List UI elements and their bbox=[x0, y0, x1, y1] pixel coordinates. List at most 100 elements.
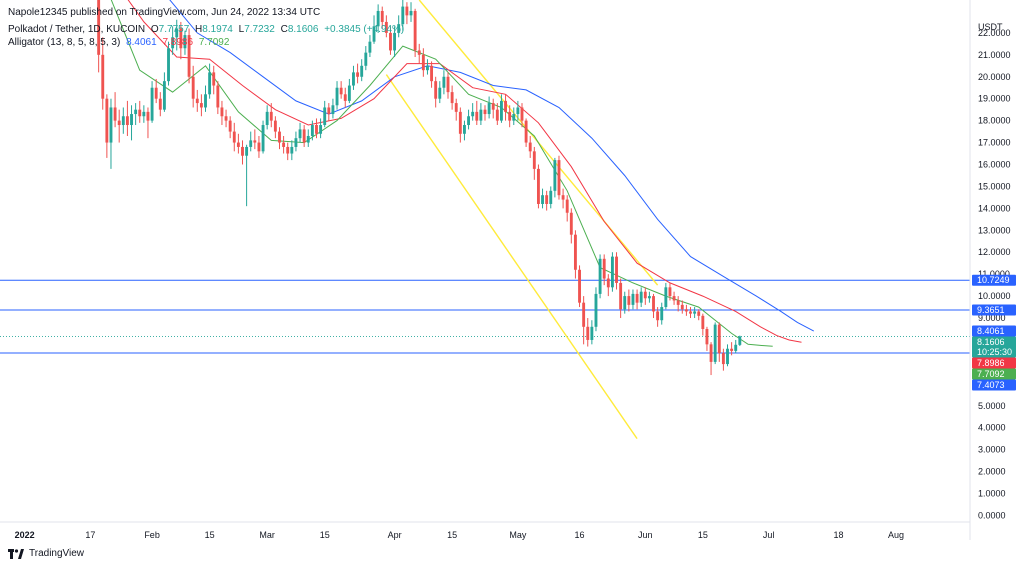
candle-body bbox=[352, 72, 355, 86]
candle-body bbox=[130, 114, 133, 126]
candle-body bbox=[331, 105, 335, 115]
candle bbox=[315, 118, 318, 139]
candle-body bbox=[380, 10, 384, 22]
candle bbox=[553, 157, 557, 198]
candle-body bbox=[738, 336, 742, 345]
candle bbox=[401, 0, 405, 31]
candle-body bbox=[508, 111, 512, 121]
candle bbox=[438, 81, 442, 104]
candle-body bbox=[680, 304, 684, 310]
candle-body bbox=[623, 296, 627, 310]
candle bbox=[113, 92, 117, 128]
candle-body bbox=[212, 72, 216, 86]
candle-body bbox=[249, 140, 253, 147]
candle-body bbox=[97, 0, 101, 55]
candle-body bbox=[253, 140, 257, 143]
candle bbox=[162, 72, 166, 112]
price-label-bg bbox=[972, 368, 1016, 380]
candle-body bbox=[347, 85, 351, 101]
candle bbox=[495, 103, 499, 126]
candle-body bbox=[606, 278, 610, 288]
candle-body bbox=[241, 146, 244, 156]
candle bbox=[199, 94, 203, 117]
candle-body bbox=[553, 160, 557, 191]
candle bbox=[602, 254, 606, 286]
candle-body bbox=[372, 26, 376, 42]
candle bbox=[569, 208, 573, 244]
candle bbox=[619, 278, 623, 319]
candle-body bbox=[302, 129, 306, 143]
alligator-legend[interactable]: Alligator (13, 8, 5, 8, 5, 3) 8.4061 7.8… bbox=[8, 37, 229, 48]
symbol-legend[interactable]: Polkadot / Tether, 1D, KUCOIN O7.7757 H8… bbox=[8, 24, 404, 35]
alligator-jaw-line bbox=[169, 0, 815, 332]
candle bbox=[446, 72, 450, 99]
x-tick-label: 15 bbox=[320, 530, 330, 540]
candle-body bbox=[467, 116, 470, 126]
tradingview-brand[interactable]: TradingView bbox=[8, 548, 84, 559]
price-label-text: 7.7092 bbox=[977, 369, 1005, 379]
candle-body bbox=[113, 107, 117, 121]
x-tick-label: Aug bbox=[888, 530, 904, 540]
candle bbox=[536, 164, 540, 209]
candle-body bbox=[619, 282, 623, 310]
candle-body bbox=[726, 348, 729, 365]
countdown-text: 10:25:30 bbox=[977, 347, 1012, 357]
price-labels: 10.72499.36518.40618.160610:25:307.89867… bbox=[972, 274, 1016, 391]
y-tick-label: 9.0000 bbox=[978, 313, 1006, 323]
candle-body bbox=[639, 291, 643, 303]
candle-body bbox=[150, 87, 154, 121]
candle bbox=[331, 98, 335, 119]
candle bbox=[652, 293, 655, 319]
candle-body bbox=[610, 256, 614, 288]
y-tick-label: 5.0000 bbox=[978, 401, 1006, 411]
candle-body bbox=[512, 114, 516, 121]
candle bbox=[187, 28, 191, 84]
candle-body bbox=[282, 142, 286, 147]
x-tick-label: 18 bbox=[833, 530, 843, 540]
candle bbox=[360, 59, 364, 82]
candle bbox=[504, 94, 507, 121]
candle-body bbox=[664, 287, 668, 308]
candle bbox=[590, 320, 594, 345]
candle bbox=[668, 282, 672, 301]
candle bbox=[347, 78, 351, 104]
price-label-bg bbox=[972, 379, 1016, 391]
candle-body bbox=[463, 125, 466, 134]
candle bbox=[204, 85, 207, 112]
candle bbox=[121, 107, 125, 134]
candle bbox=[290, 140, 294, 161]
candle bbox=[220, 100, 224, 126]
candle bbox=[310, 120, 314, 141]
price-label-bg bbox=[972, 357, 1016, 369]
candle bbox=[701, 313, 705, 336]
candle bbox=[368, 35, 372, 58]
candle bbox=[647, 291, 651, 303]
candle bbox=[417, 43, 421, 64]
price-label-text: 8.1606 bbox=[977, 337, 1005, 347]
candle-body bbox=[187, 35, 191, 77]
candle-body bbox=[495, 109, 499, 121]
price-label-bg bbox=[972, 325, 1016, 337]
x-tick-label: 17 bbox=[85, 530, 95, 540]
candle-body bbox=[689, 311, 692, 314]
y-axis-title: USDT bbox=[978, 22, 1003, 32]
candle-body bbox=[310, 125, 314, 136]
y-tick-label: 2.0000 bbox=[978, 467, 1006, 477]
candle bbox=[672, 291, 676, 305]
price-label: 7.4073 bbox=[972, 379, 1016, 391]
candle bbox=[594, 287, 598, 332]
candle-body bbox=[360, 65, 364, 77]
x-tick-label: 15 bbox=[447, 530, 457, 540]
candle bbox=[335, 81, 339, 110]
candle bbox=[532, 146, 536, 180]
candle bbox=[467, 109, 470, 130]
candle bbox=[191, 65, 195, 108]
candle bbox=[500, 94, 503, 123]
candle bbox=[454, 98, 458, 121]
candle bbox=[578, 265, 581, 308]
candle bbox=[232, 122, 236, 152]
candle bbox=[475, 100, 479, 126]
candle-body bbox=[631, 293, 635, 305]
